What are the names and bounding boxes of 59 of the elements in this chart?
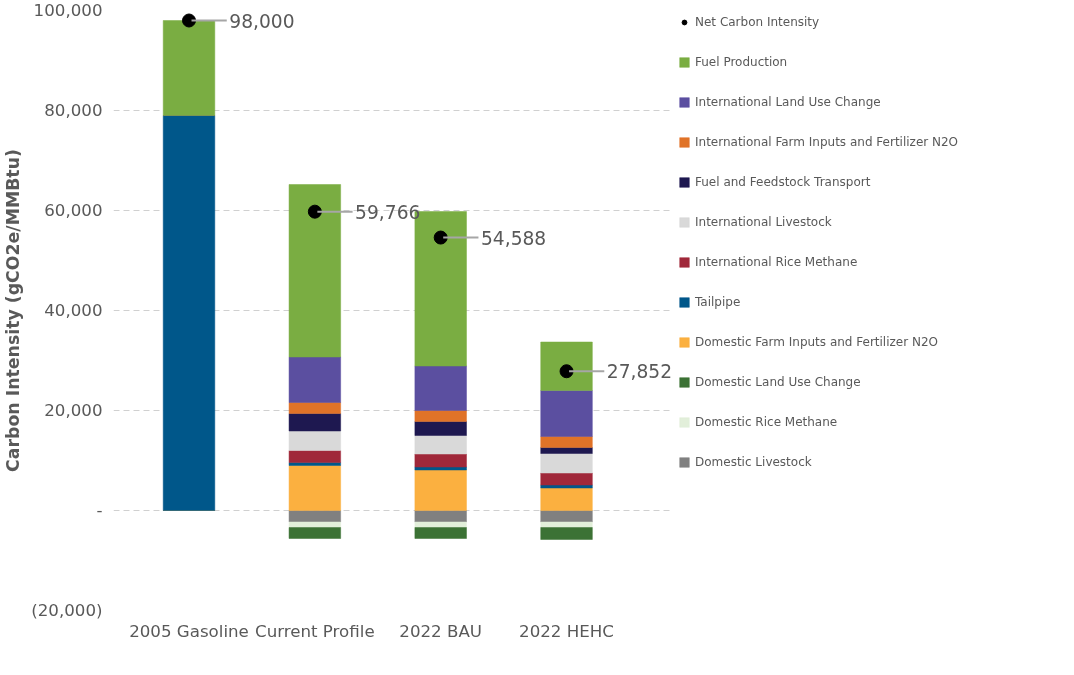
y-tick-label: 20,000	[44, 401, 103, 420]
x-tick-label: 2022 HEHC	[519, 621, 614, 641]
bar	[414, 365, 467, 411]
bar	[162, 115, 216, 511]
bar	[288, 356, 341, 403]
data-label: 98,000	[229, 10, 295, 32]
bar	[288, 184, 341, 358]
bar	[288, 527, 341, 539]
x-tick-label: 2022 BAU	[399, 621, 483, 641]
legend-label: Domestic Land Use Change	[695, 375, 861, 389]
y-tick-label: -	[96, 501, 103, 520]
legend-label: Fuel and Feedstock Transport	[695, 175, 871, 189]
bar	[414, 521, 467, 528]
bar	[414, 469, 467, 511]
bar	[162, 20, 216, 116]
bar	[414, 435, 467, 455]
data-label: 59,766	[355, 201, 421, 223]
bar	[414, 527, 467, 539]
y-tick-label: 100,000	[33, 1, 103, 20]
y-axis-title: Carbon Intensity (gCO2e/MMBtu)	[3, 149, 24, 472]
bar	[540, 521, 593, 528]
legend-label: Tailpipe	[695, 295, 741, 309]
y-tick-label: 40,000	[44, 301, 103, 320]
legend-label: Domestic Rice Methane	[695, 415, 838, 429]
x-tick-label: Current Profile	[255, 621, 375, 641]
bar	[414, 421, 467, 436]
bar	[540, 472, 593, 486]
legend-label: International Livestock	[695, 215, 832, 229]
y-tick-label: (20,000)	[31, 601, 103, 620]
bar	[540, 390, 593, 437]
bar	[288, 430, 341, 451]
legend-label: International Rice Methane	[695, 255, 858, 269]
bar	[540, 527, 593, 540]
bar	[288, 402, 341, 414]
point	[182, 13, 197, 28]
bar	[540, 341, 593, 391]
bar	[288, 413, 341, 432]
legend-label: Net Carbon Intensity	[695, 15, 820, 29]
bar	[540, 487, 593, 511]
point	[433, 230, 448, 245]
legend-label: International Land Use Change	[695, 95, 881, 109]
y-tick-label: 80,000	[44, 101, 103, 120]
bar	[540, 436, 593, 448]
bar	[288, 465, 341, 511]
legend-label: International Farm Inputs and Fertilizer N2O	[695, 135, 959, 149]
bar	[540, 447, 593, 454]
bar	[288, 450, 341, 463]
bar	[414, 410, 467, 422]
x-tick-label: 2005 Gasoline	[129, 621, 249, 641]
data-label: 27,852	[606, 361, 673, 383]
y-tick-label: 60,000	[44, 201, 103, 220]
bar	[414, 453, 467, 468]
legend-label: Domestic Livestock	[695, 455, 812, 469]
legend-label: Fuel Production	[695, 55, 788, 69]
data-label: 54,588	[480, 227, 547, 249]
bar	[540, 453, 593, 474]
legend-label: Domestic Farm Inputs and Fertilizer N2O	[695, 335, 939, 349]
point	[307, 204, 322, 219]
bar	[288, 521, 341, 528]
